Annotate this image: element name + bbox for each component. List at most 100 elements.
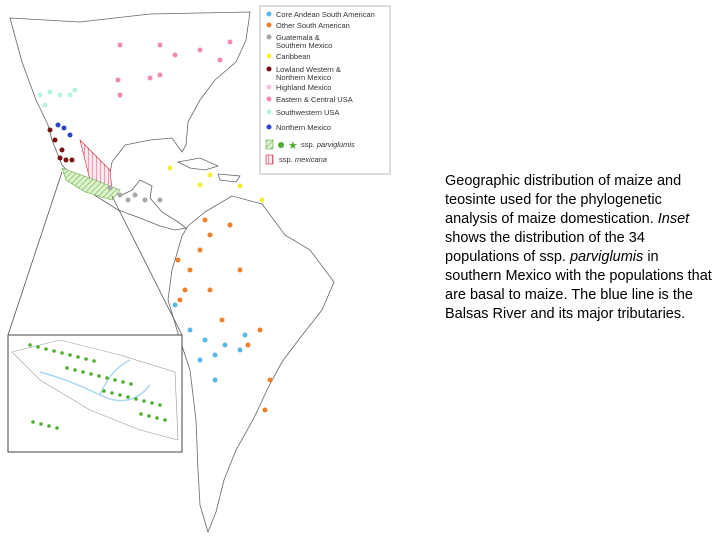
legend-swatch [266, 124, 272, 130]
sample-dot [67, 132, 73, 138]
inset-land [11, 339, 179, 441]
sample-dot [227, 39, 233, 45]
legend-swatch [266, 53, 272, 59]
sample-dot [172, 302, 178, 308]
legend-label: Southwestern USA [276, 108, 339, 117]
caption-text: Inset [657, 211, 690, 227]
legend-swatch: ★ [288, 140, 298, 152]
inset-dot [113, 378, 117, 382]
legend-label: Lowland Western & Northern Mexico [276, 65, 341, 82]
inset-dot [31, 420, 35, 424]
sample-dot [187, 267, 193, 273]
sample-dot [157, 42, 163, 48]
inset-dot [36, 345, 40, 349]
sample-dot [132, 192, 138, 198]
sample-dot [157, 72, 163, 78]
map: Core Andean South American Other South Am… [7, 5, 391, 534]
inset-dot [73, 368, 77, 372]
sample-dot [125, 197, 131, 203]
sample-dot [267, 377, 273, 383]
sample-dot [37, 92, 43, 98]
inset-dot [81, 370, 85, 374]
inset-dot [55, 426, 59, 430]
inset-dot [47, 424, 51, 428]
balsas-river [39, 359, 151, 402]
sample-dot [237, 347, 243, 353]
sample-dot [197, 357, 203, 363]
sample-dot [172, 52, 178, 58]
legend-label: Caribbean [276, 52, 311, 61]
legend-label: Southern Mexico [276, 41, 332, 50]
legend-label: Northern Mexico [276, 73, 331, 82]
inset-dot [150, 401, 154, 405]
legend-swatch [266, 109, 272, 115]
sample-dot [47, 89, 53, 95]
caption-text: parviglumis [569, 249, 644, 265]
inset-connector [7, 171, 63, 336]
sample-dot [47, 127, 53, 133]
sample-dot [69, 157, 75, 163]
sample-dot [182, 287, 188, 293]
parviglumis-area [61, 167, 121, 201]
sample-dot [167, 165, 173, 171]
dots [28, 39, 273, 430]
legend-swatch [265, 139, 274, 150]
sample-dot [187, 327, 193, 333]
sample-dot [72, 87, 78, 93]
sample-dot [57, 155, 63, 161]
caption-text: in southern Mexico with the populations … [445, 249, 712, 322]
sample-dot [245, 342, 251, 348]
sample-dot [262, 407, 268, 413]
sample-dot [175, 257, 181, 263]
sample-dot [197, 247, 203, 253]
sample-dot [259, 197, 265, 203]
legend-swatch [266, 96, 272, 102]
legend-label: ssp. [279, 155, 293, 164]
sample-dot [55, 122, 61, 128]
sample-dot [237, 267, 243, 273]
inset-dot [68, 353, 72, 357]
sample-dot [117, 192, 123, 198]
legend-label: ssp. mexicana [279, 155, 327, 164]
sample-dot [212, 377, 218, 383]
sample-dot [222, 342, 228, 348]
legend-label: Eastern & Central USA [276, 95, 353, 104]
legend-label: ssp. [301, 140, 315, 149]
caption-text: shows the distribution of the 34 populat… [445, 230, 645, 265]
sample-dot [67, 92, 73, 98]
sample-dot [207, 287, 213, 293]
sample-dot [207, 172, 213, 178]
inset-dot [147, 414, 151, 418]
caption: Geographic distribution of maize and teo… [445, 172, 713, 324]
legend-label: Other South American [276, 21, 350, 30]
sample-dot [227, 222, 233, 228]
inset-dot [105, 376, 109, 380]
sample-dot [61, 125, 67, 131]
land [9, 11, 335, 534]
sample-dot [157, 197, 163, 203]
sample-dot [42, 102, 48, 108]
inset-dot [121, 380, 125, 384]
legend-label: Guatemala & Southern Mexico [276, 33, 332, 50]
inset-dot [126, 395, 130, 399]
caption-text: Geographic distribution of maize and teo… [445, 173, 682, 227]
inset-dot [110, 391, 114, 395]
inset-dot [60, 351, 64, 355]
sample-dot [197, 182, 203, 188]
sample-dot [242, 332, 248, 338]
sample-dot [115, 77, 121, 83]
inset-dot [142, 399, 146, 403]
legend-label: Core Andean South American [276, 10, 375, 19]
legend-swatch [265, 154, 274, 165]
sample-dot [147, 75, 153, 81]
sample-dot [202, 217, 208, 223]
sample-dot [202, 337, 208, 343]
sample-dot [107, 185, 113, 191]
sample-dot [142, 197, 148, 203]
legend-label: Northern Mexico [276, 123, 331, 132]
inset-connector [111, 195, 183, 336]
legend-label: Lowland Western & [276, 65, 341, 74]
legend-label: mexicana [295, 155, 327, 164]
inset-dot [28, 343, 32, 347]
sample-dot [57, 92, 63, 98]
